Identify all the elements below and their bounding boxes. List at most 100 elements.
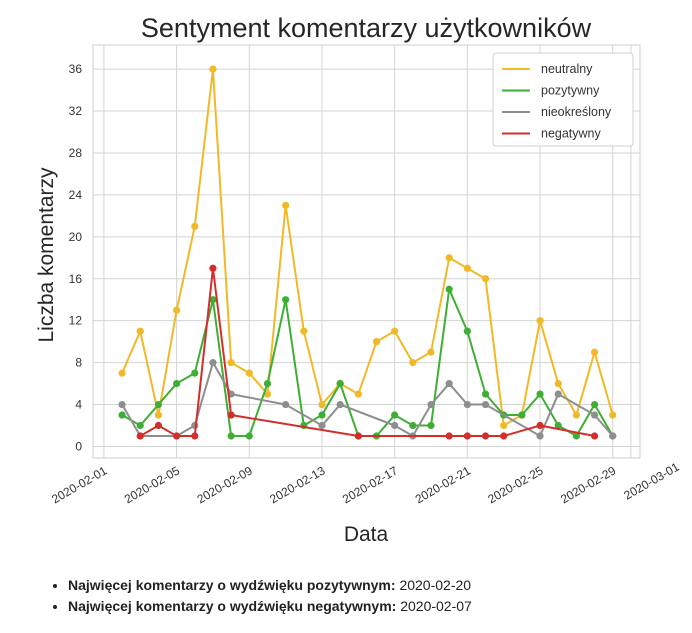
data-point xyxy=(318,400,326,409)
data-point xyxy=(445,432,453,440)
data-point xyxy=(354,390,362,398)
x-tick-label: 2020-02-01 xyxy=(49,463,109,506)
series-negatywny xyxy=(136,264,599,440)
data-point xyxy=(481,275,490,283)
summary-label: Najwięcej komentarzy o wydźwięku negatyw… xyxy=(68,598,397,614)
data-point xyxy=(536,317,544,325)
x-tick-label: 2020-03-01 xyxy=(621,460,681,503)
data-point xyxy=(391,421,399,430)
y-tick-label: 8 xyxy=(75,356,82,370)
data-point xyxy=(391,411,399,419)
y-tick-label: 4 xyxy=(75,398,82,412)
x-tick-label: 2020-02-29 xyxy=(558,463,618,506)
data-point xyxy=(372,338,381,346)
data-point xyxy=(409,421,417,430)
data-point xyxy=(245,432,253,440)
data-point xyxy=(154,400,163,409)
y-tick-label: 12 xyxy=(69,314,83,328)
data-point xyxy=(463,432,471,440)
y-tick-label: 16 xyxy=(69,272,83,286)
data-point xyxy=(282,296,290,304)
data-point xyxy=(227,411,235,419)
data-point xyxy=(518,411,526,419)
summary-label: Najwięcej komentarzy o wydźwięku pozytyw… xyxy=(68,577,396,593)
legend-label: nieokreślony xyxy=(541,105,612,119)
y-tick-label: 32 xyxy=(69,104,83,118)
data-point xyxy=(136,421,144,430)
summary-value: 2020-02-07 xyxy=(400,598,472,614)
series-neutralny xyxy=(118,65,617,430)
data-point xyxy=(336,400,344,409)
data-point xyxy=(590,411,599,419)
plot-frame xyxy=(92,44,641,459)
data-point xyxy=(572,432,580,440)
y-tick-label: 20 xyxy=(69,230,83,244)
data-point xyxy=(463,400,471,409)
y-tick-label: 36 xyxy=(69,62,83,76)
y-axis-label: Liczba komentarzy xyxy=(35,167,58,343)
data-point xyxy=(445,254,453,262)
data-point xyxy=(463,264,471,272)
data-point xyxy=(427,348,435,356)
data-point xyxy=(409,359,417,367)
data-point xyxy=(463,327,471,335)
data-point xyxy=(590,400,599,409)
data-point xyxy=(263,379,272,388)
data-point xyxy=(191,432,199,440)
data-point xyxy=(209,65,217,73)
summary-list: Najwięcej komentarzy o wydźwięku pozytyw… xyxy=(48,575,472,617)
y-tick-label: 0 xyxy=(75,439,82,453)
data-point xyxy=(609,432,617,440)
data-point xyxy=(172,306,181,314)
summary-value: 2020-02-20 xyxy=(399,577,472,593)
x-axis-label: Data xyxy=(344,523,389,546)
data-point xyxy=(209,296,217,304)
data-point xyxy=(154,421,163,430)
data-point xyxy=(172,432,181,440)
series-line xyxy=(121,68,614,428)
x-tick-label: 2020-02-05 xyxy=(122,463,182,506)
data-point xyxy=(118,411,126,419)
data-point xyxy=(481,390,490,398)
data-point xyxy=(118,400,126,409)
data-point xyxy=(118,369,126,377)
summary-item-negative: Najwięcej komentarzy o wydźwięku negatyw… xyxy=(68,596,472,617)
data-point xyxy=(536,390,544,398)
data-point xyxy=(209,264,217,272)
sentiment-chart: Sentyment komentarzy użytkowników Liczba… xyxy=(35,13,682,546)
data-point xyxy=(227,432,235,440)
data-point xyxy=(336,379,344,388)
data-point xyxy=(554,421,562,430)
data-point xyxy=(154,411,163,419)
data-point xyxy=(500,432,508,440)
data-point xyxy=(191,369,199,377)
data-point xyxy=(282,201,290,209)
data-point xyxy=(282,400,290,409)
data-point xyxy=(245,369,253,377)
data-point xyxy=(445,285,453,293)
data-point xyxy=(209,359,217,367)
x-tick-label: 2020-02-21 xyxy=(413,463,473,506)
data-point xyxy=(136,327,144,335)
legend-label: negatywny xyxy=(541,127,602,141)
y-tick-label: 24 xyxy=(69,188,83,202)
x-tick-label: 2020-02-17 xyxy=(340,463,400,506)
data-point xyxy=(136,432,144,440)
data-point xyxy=(427,421,435,430)
legend: neutralny pozytywny nieokreślony negatywny xyxy=(492,52,634,147)
data-point xyxy=(227,359,235,367)
data-point xyxy=(481,432,490,440)
data-point xyxy=(554,390,562,398)
data-point xyxy=(500,421,508,430)
chart-title: Sentyment komentarzy użytkowników xyxy=(141,13,592,43)
data-point xyxy=(191,222,199,230)
legend-label: pozytywny xyxy=(541,84,600,98)
x-tick-label: 2020-02-09 xyxy=(195,463,255,506)
data-point xyxy=(554,379,562,388)
legend-box xyxy=(492,52,634,147)
data-point xyxy=(536,421,544,430)
x-tick-label: 2020-02-13 xyxy=(267,463,327,506)
data-point xyxy=(300,327,308,335)
data-point xyxy=(445,379,453,388)
summary-item-positive: Najwięcej komentarzy o wydźwięku pozytyw… xyxy=(68,575,472,596)
